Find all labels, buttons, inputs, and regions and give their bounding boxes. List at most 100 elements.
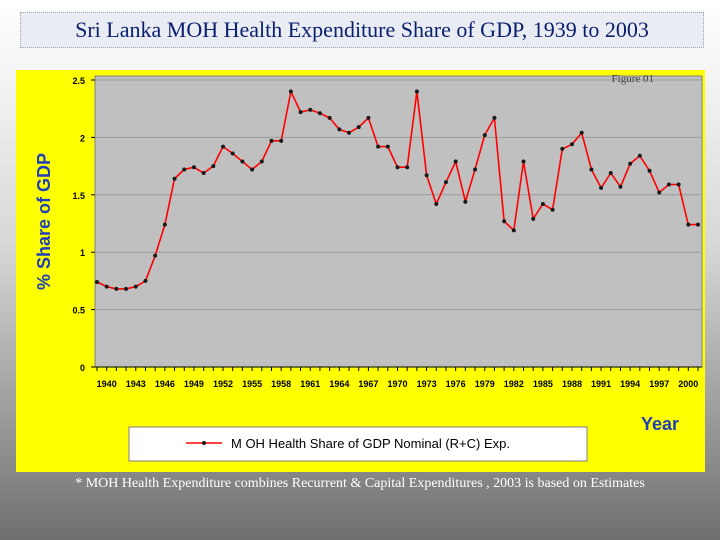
- data-point: [453, 159, 458, 164]
- line-chart: 0 0.5 1 1.5 2 2.5 1940 1943 1946 1949 1952 1955 1958…: [34, 73, 703, 462]
- x-tick-label: 1991: [591, 379, 611, 389]
- data-point: [579, 130, 584, 135]
- y-tick-label: 2.5: [72, 76, 85, 86]
- figure-annotation: Figure 01: [612, 73, 654, 85]
- data-point: [395, 165, 400, 170]
- data-point: [540, 201, 545, 206]
- data-point: [463, 199, 468, 204]
- y-axis-label: % Share of GDP: [34, 153, 54, 290]
- data-point: [502, 219, 507, 224]
- data-point: [327, 115, 332, 120]
- data-point: [521, 159, 526, 164]
- data-point: [337, 127, 342, 132]
- data-point: [618, 184, 623, 189]
- data-point: [201, 170, 206, 175]
- x-tick-label: 1970: [387, 379, 407, 389]
- footnote: * MOH Health Expenditure combines Recurr…: [75, 476, 645, 491]
- x-tick-label: 1985: [533, 379, 553, 389]
- data-point: [482, 133, 487, 138]
- data-point: [647, 168, 652, 173]
- data-point: [405, 165, 410, 170]
- x-tick-label: 1946: [155, 379, 175, 389]
- x-tick-label: 1955: [242, 379, 262, 389]
- x-tick-label: 1982: [504, 379, 524, 389]
- data-point: [133, 284, 138, 289]
- data-point: [628, 161, 633, 166]
- data-point: [569, 142, 574, 147]
- y-tick-label: 0.5: [72, 306, 85, 316]
- x-tick-label: 1997: [649, 379, 669, 389]
- data-point: [637, 153, 642, 158]
- x-tick-label: 1952: [213, 379, 233, 389]
- x-tick-label: 1976: [446, 379, 466, 389]
- data-point: [608, 170, 613, 175]
- data-point: [589, 167, 594, 172]
- data-point: [492, 115, 497, 120]
- data-point: [473, 167, 478, 172]
- data-point: [414, 89, 419, 94]
- data-point: [259, 159, 264, 164]
- x-tick-label: 1979: [475, 379, 495, 389]
- y-tick-label: 2: [80, 133, 85, 143]
- data-point: [191, 165, 196, 170]
- legend-label: M OH Health Share of GDP Nominal (R+C) E…: [231, 436, 510, 451]
- data-point: [308, 107, 313, 112]
- data-point: [424, 173, 429, 178]
- data-point: [511, 228, 516, 233]
- data-point: [696, 222, 700, 227]
- x-tick-label: 1973: [417, 379, 437, 389]
- data-point: [531, 216, 536, 221]
- data-point: [124, 286, 129, 291]
- data-point: [269, 138, 274, 143]
- y-tick-label: 1.5: [72, 191, 85, 201]
- x-tick-label: 1958: [271, 379, 291, 389]
- x-tick-label: 1961: [300, 379, 320, 389]
- data-point: [666, 182, 671, 187]
- data-point: [366, 115, 371, 120]
- title-bar: Sri Lanka MOH Health Expenditure Share o…: [20, 12, 704, 48]
- data-point: [385, 144, 390, 149]
- data-point: [657, 190, 662, 195]
- x-tick-label: 1967: [358, 379, 378, 389]
- data-point: [153, 253, 158, 258]
- x-tick-label: 1943: [126, 379, 146, 389]
- data-point: [686, 222, 691, 227]
- data-point: [288, 89, 293, 94]
- plot-area: [94, 75, 703, 368]
- data-point: [676, 182, 681, 187]
- data-point: [599, 185, 604, 190]
- data-point: [172, 176, 177, 181]
- x-axis-label: Year: [641, 414, 679, 434]
- data-point: [347, 130, 352, 135]
- data-point: [143, 278, 148, 283]
- x-tick-label: 1940: [97, 379, 117, 389]
- data-point: [240, 159, 245, 164]
- data-point: [376, 144, 381, 149]
- data-point: [434, 201, 439, 206]
- x-tick-label: 1994: [620, 379, 640, 389]
- y-tick-label: 0: [80, 363, 85, 373]
- data-point: [162, 222, 167, 227]
- x-tick-label: 1988: [562, 379, 582, 389]
- legend-marker: [202, 441, 206, 445]
- chart-panel: 0 0.5 1 1.5 2 2.5 1940 1943 1946 1949 1952 1955 1958…: [16, 70, 705, 472]
- data-point: [560, 146, 565, 151]
- data-point: [230, 151, 235, 156]
- data-point: [443, 180, 448, 185]
- data-point: [211, 164, 216, 169]
- data-point: [182, 167, 187, 172]
- data-point: [104, 284, 109, 289]
- data-point: [250, 167, 255, 172]
- data-point: [356, 125, 361, 130]
- data-point: [221, 144, 226, 149]
- data-point: [298, 110, 303, 115]
- x-tick-label: 1949: [184, 379, 204, 389]
- data-point: [317, 111, 322, 116]
- x-tick-label: 2000: [678, 379, 698, 389]
- data-point: [550, 207, 555, 212]
- data-point: [95, 280, 99, 285]
- y-tick-label: 1: [80, 248, 85, 258]
- x-tick-label: 1964: [329, 379, 349, 389]
- data-point: [279, 138, 284, 143]
- data-point: [114, 286, 119, 291]
